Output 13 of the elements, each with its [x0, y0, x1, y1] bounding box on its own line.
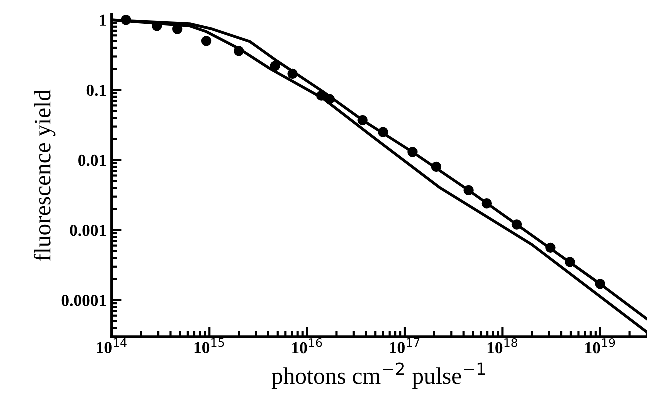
x-tick-label: 10$^{14}$: [97, 338, 127, 354]
x-tick-label: 10$^{18}$: [488, 338, 518, 354]
y-tick-label: 1: [100, 14, 106, 26]
y-tick-label: 0.01: [78, 154, 106, 166]
y-tick-label: 0.1: [86, 84, 106, 96]
y-tick-label: 0.0001: [62, 295, 106, 306]
x-tick-label: 10$^{17}$: [390, 338, 420, 354]
y-tick-label: 0.001: [70, 224, 106, 236]
y-axis-title: fluorescence yield: [34, 90, 56, 262]
x-tick-label: 10$^{19}$: [586, 338, 616, 354]
x-tick-label: 10$^{15}$: [194, 338, 224, 354]
x-axis-title: photons cm$^{−2}$ pulse$^{−1}$: [272, 362, 486, 390]
x-tick-label: 10$^{16}$: [292, 338, 322, 354]
